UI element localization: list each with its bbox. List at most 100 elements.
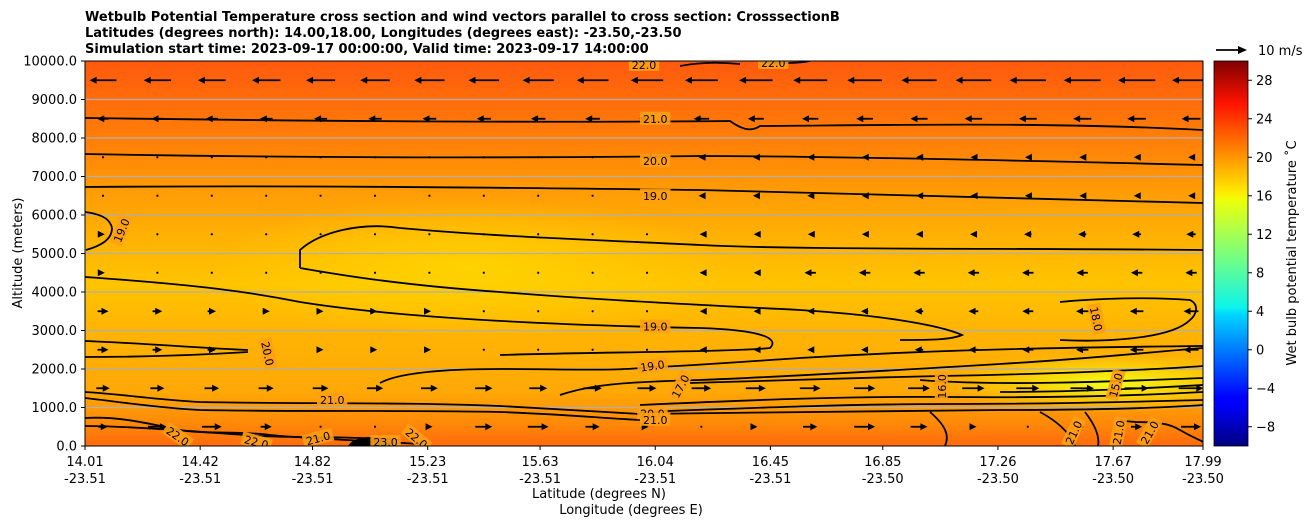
wind-vector [793, 76, 828, 84]
wind-vector [152, 346, 163, 354]
wind-vector [1183, 346, 1199, 354]
wind-vector [428, 194, 431, 197]
contour-label: 18.0 [1087, 302, 1107, 336]
wind-vector [970, 192, 978, 200]
wind-vector [807, 192, 815, 200]
wind-vector [750, 423, 758, 431]
wind-vector [210, 271, 213, 274]
contour-label-text: 15.0 [1107, 372, 1126, 399]
x-tick-lon: -23.51 [519, 472, 561, 487]
x-axis-label-2: Longitude (degrees E) [559, 503, 703, 518]
contour-label-text: 21.0 [320, 394, 345, 407]
wind-vector [475, 423, 493, 431]
x-tick-lon: -23.51 [179, 472, 221, 487]
wind-vector [583, 384, 602, 392]
plot-area: 22.0 22.021.020.019.019.018.020.019.019.0… [85, 61, 1203, 446]
y-tick-label: 10000.0 [23, 55, 77, 70]
wind-vector [970, 153, 978, 161]
wind-vector [807, 346, 815, 354]
x-tick-lon: -23.51 [749, 472, 791, 487]
contour-label-bg [161, 421, 195, 446]
wind-vector [1079, 153, 1087, 161]
y-tick-label: 7000.0 [32, 170, 78, 185]
wind-vector [482, 156, 485, 159]
wind-vector [591, 271, 594, 274]
wind-vector [962, 384, 985, 392]
contour-label: 21.0 [640, 111, 671, 126]
wind-vector [262, 307, 270, 315]
wind-vector [747, 115, 764, 123]
wind-vector [752, 192, 760, 200]
y-tick-label: 9000.0 [32, 93, 78, 108]
contour-label-bg [258, 337, 278, 370]
contour-21-lowb [85, 397, 641, 421]
colorbar-tick-label: −4 [1256, 382, 1275, 397]
wind-vector [475, 384, 493, 392]
wind-vector [373, 194, 377, 197]
contour-label-text: 18.0 [1087, 306, 1105, 333]
colorbar-label: Wet bulb potential temperature ˚C [1284, 140, 1300, 365]
wind-vector [753, 307, 761, 315]
contour-label-bg [636, 356, 669, 374]
wind-vector [316, 346, 324, 354]
wind-vector [916, 153, 924, 161]
wind-vector [591, 348, 594, 351]
wind-vector [1130, 269, 1143, 277]
wind-vector [1178, 384, 1203, 392]
wind-vector [684, 76, 718, 84]
wind-vector [700, 425, 703, 428]
wind-vector [914, 307, 924, 315]
x-tick-lon: -23.50 [862, 472, 904, 487]
contour-label-text: 19.0 [643, 190, 668, 203]
wind-vector [967, 269, 980, 277]
wind-vector [319, 425, 322, 428]
wind-vector [630, 76, 664, 84]
wind-vector [1022, 269, 1034, 277]
y-tick-label: 3000.0 [32, 324, 78, 339]
wind-vector [482, 233, 485, 236]
wind-vector [914, 346, 924, 354]
wind-vector [482, 348, 485, 351]
chart-title-line-3: Simulation start time: 2023-09-17 00:00:… [85, 42, 649, 57]
colorbar [1213, 60, 1249, 447]
wind-vector [210, 156, 213, 159]
contour-label: 21.0 [1109, 416, 1128, 446]
contour-label-bg [1109, 416, 1128, 446]
wind-vector [265, 233, 268, 236]
wind-vector [425, 423, 433, 431]
chart-title-line-2: Latitudes (degrees north): 14.00,18.00, … [85, 26, 682, 41]
wind-vector [1185, 269, 1197, 277]
contour-label: 21.0 [640, 412, 671, 427]
wind-key-label: 10 m/s [1258, 44, 1303, 59]
wind-vector [698, 153, 706, 161]
colorbar-ticks: −8 −4 0 4 8 12 16 20 24 28 [1248, 74, 1275, 435]
wind-vector [1130, 423, 1143, 431]
contour-label: 15.0 [1105, 368, 1126, 402]
wind-vector [910, 115, 928, 123]
wind-vector [205, 115, 218, 123]
wind-vectors [89, 76, 1203, 431]
wind-vector [1124, 384, 1149, 392]
wind-vector [804, 269, 816, 277]
wind-key: 10 m/s [1216, 44, 1303, 59]
wind-vector [1183, 307, 1199, 315]
y-tick-label: 6000.0 [32, 209, 78, 224]
wind-vector [591, 233, 594, 236]
contour-label-bg [628, 61, 660, 71]
wind-vector [913, 269, 925, 277]
wind-vector [97, 269, 105, 277]
contour-16b [639, 391, 1203, 406]
wind-vector [1022, 346, 1034, 354]
wind-vector [1181, 115, 1201, 123]
wind-vector [319, 156, 322, 159]
wind-vector [856, 115, 873, 123]
wind-vector [265, 194, 268, 197]
colorbar-tick-label: 20 [1256, 151, 1273, 166]
wind-vector [312, 384, 329, 392]
wind-vector [968, 307, 979, 315]
y-tick-label: 0.0 [56, 440, 77, 455]
contour-15 [919, 377, 1203, 384]
wind-vector [147, 423, 167, 431]
wind-vector [370, 346, 378, 354]
wind-vector [101, 156, 105, 159]
